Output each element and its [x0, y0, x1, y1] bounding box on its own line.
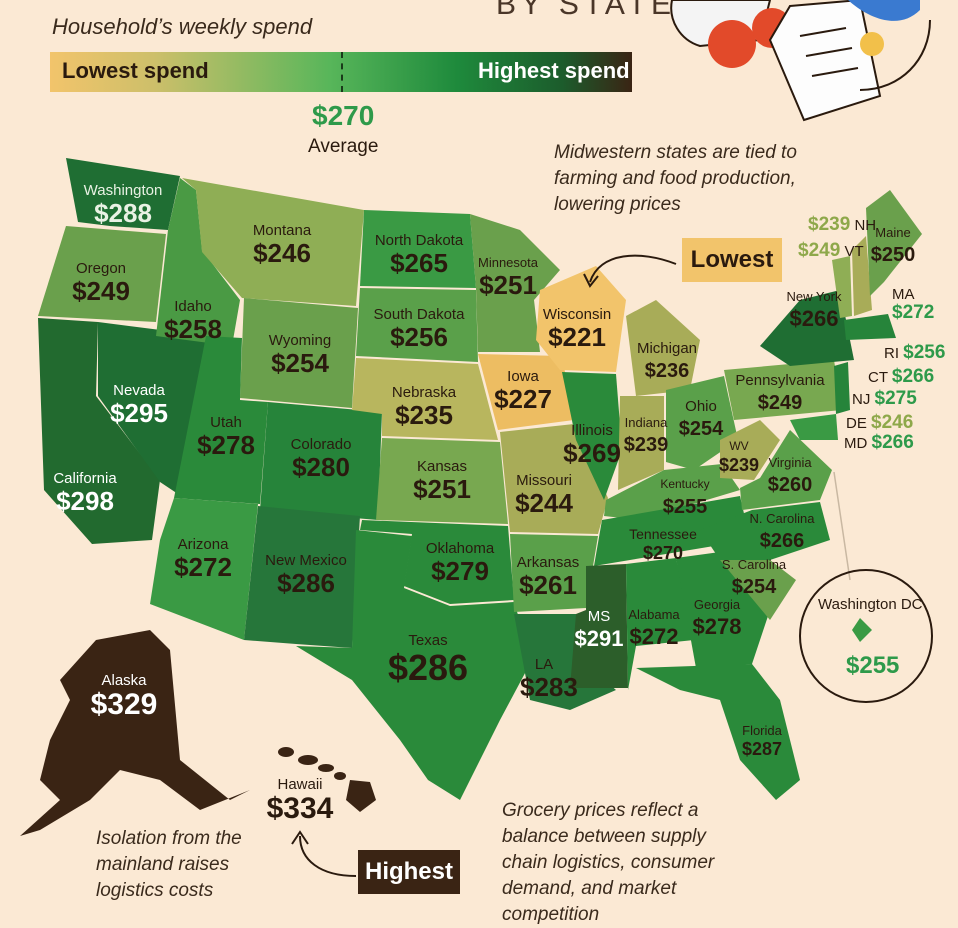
dc-inset — [799, 471, 933, 703]
ne-value: $272 — [892, 302, 935, 323]
state-idaho — [156, 178, 240, 346]
ne-value: $239 — [808, 214, 851, 235]
state-tennessee — [594, 496, 750, 566]
by-state-title: BY STATE — [496, 0, 677, 21]
state-arizona — [150, 498, 258, 640]
legend-low-label: Lowest spend — [62, 58, 209, 83]
state-michigan — [626, 300, 700, 396]
ne-name: NH — [854, 217, 877, 234]
tomato-icon — [708, 20, 756, 68]
state-northcarolina — [700, 502, 830, 560]
average-label: Average — [308, 136, 379, 157]
ne-label: NJ $275 — [852, 388, 917, 410]
state-massachusetts — [844, 314, 896, 340]
ne-label: CT $266 — [868, 366, 934, 388]
arrow-to-lowest — [589, 254, 677, 283]
state-nevada — [98, 322, 208, 498]
state-indiana — [618, 396, 664, 490]
state-nebraska — [352, 358, 498, 440]
state-vermont — [832, 256, 852, 318]
state-colorado — [260, 402, 382, 520]
state-wisconsin — [536, 266, 626, 372]
state-pennsylvania — [724, 360, 842, 420]
state-westvirginia — [720, 420, 780, 480]
ne-value: $249 — [798, 240, 841, 261]
callout-lowest: Lowest — [682, 238, 782, 282]
state-iowa — [478, 354, 574, 430]
dc-value: $255 — [846, 652, 900, 679]
ne-name: CT — [868, 369, 888, 386]
note-grocery: Grocery prices reflect a balance between… — [502, 800, 715, 925]
legend-average-marker — [341, 52, 343, 92]
note-midwest: Midwestern states are tied to farming an… — [554, 142, 797, 215]
ne-label: MA $272 — [892, 286, 934, 323]
ne-value: $266 — [891, 366, 935, 387]
ne-name: DE — [846, 415, 867, 432]
ne-label: DE $246 — [846, 412, 913, 434]
state-maine — [866, 190, 922, 296]
state-wyoming — [240, 298, 358, 408]
state-hawaii — [278, 747, 376, 812]
state-florida — [636, 664, 800, 800]
ne-name: RI — [884, 345, 899, 362]
state-newyork — [760, 290, 854, 366]
state-utah — [174, 336, 268, 504]
note-isolation: Isolation from the mainland raises logis… — [96, 828, 242, 901]
ne-label: RI $256 — [884, 342, 945, 364]
grocery-illustration — [670, 0, 931, 122]
arrow-to-highest — [299, 835, 357, 877]
state-georgia — [676, 552, 770, 668]
state-oregon — [38, 226, 166, 322]
state-newjersey — [834, 362, 850, 414]
legend-high-label: Highest spend — [478, 58, 630, 83]
ne-name: MA — [892, 286, 915, 303]
state-virginia — [740, 430, 832, 510]
state-kansas — [376, 438, 508, 524]
state-kentucky — [604, 464, 740, 520]
ne-value: $266 — [871, 432, 914, 453]
state-newhampshire — [852, 236, 872, 316]
dc-shape — [852, 618, 872, 642]
state-california — [38, 318, 160, 544]
state-newmexico — [244, 506, 360, 648]
state-alaska — [20, 630, 250, 836]
ne-label: $249 VT — [798, 240, 864, 262]
ne-value: $275 — [874, 388, 917, 409]
state-minnesota — [470, 214, 560, 352]
state-illinois — [562, 372, 622, 500]
state-arkansas — [510, 534, 598, 612]
state-montana — [182, 178, 364, 306]
ne-value: $246 — [871, 412, 914, 433]
ne-label: $239 NH — [808, 214, 876, 236]
state-southcarolina — [720, 560, 796, 620]
state-washington — [66, 158, 180, 230]
state-texas — [296, 530, 532, 800]
callout-highest: Highest — [358, 850, 460, 894]
state-oklahoma — [360, 520, 514, 604]
average-value: $270 — [312, 100, 375, 131]
state-northdakota — [360, 210, 476, 288]
ne-name: VT — [844, 243, 864, 260]
us-map — [20, 0, 933, 877]
state-alabama — [626, 558, 694, 690]
map-subtitle: Household’s weekly spend — [52, 14, 313, 39]
dc-title: Washington DC — [818, 596, 923, 613]
state-maryland — [790, 414, 838, 440]
state-mississippi — [570, 564, 628, 688]
ne-value: $256 — [903, 342, 946, 363]
ne-name: MD — [844, 435, 868, 452]
ne-name: NJ — [852, 391, 871, 408]
state-missouri — [500, 424, 608, 534]
ne-label: MD $266 — [844, 432, 914, 454]
state-southdakota — [356, 288, 478, 362]
